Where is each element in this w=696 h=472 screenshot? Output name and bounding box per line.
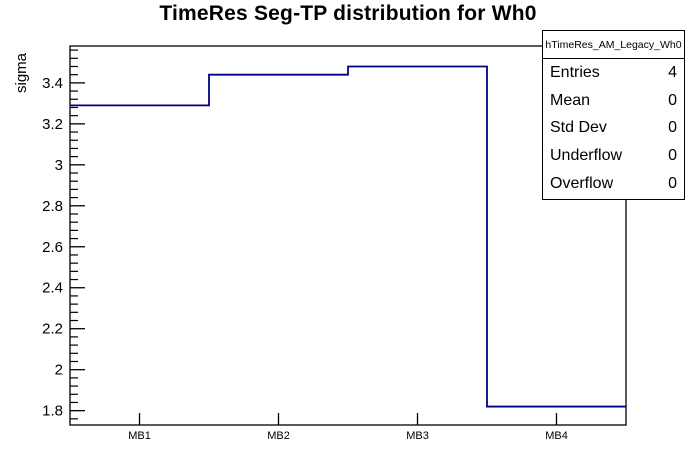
stats-value: 4 <box>668 63 677 81</box>
stats-row-entries: Entries 4 <box>543 59 684 87</box>
x-tick-label: MB3 <box>406 430 429 442</box>
y-tick-label: 2.8 <box>42 198 63 215</box>
stats-row-underflow: Underflow 0 <box>543 142 684 170</box>
chart-title: TimeRes Seg-TP distribution for Wh0 <box>159 2 537 25</box>
stats-row-stddev: Std Dev 0 <box>543 115 684 143</box>
stats-rows: Entries 4 Mean 0 Std Dev 0 Underflow 0 O… <box>543 59 684 198</box>
y-tick-label: 2.4 <box>42 280 63 297</box>
stats-box: hTimeRes_AM_Legacy_Wh0 Entries 4 Mean 0 … <box>542 30 685 200</box>
plot-frame <box>69 45 627 426</box>
stats-value: 0 <box>668 91 677 109</box>
stats-label: Overflow <box>550 175 614 193</box>
y-tick-label: 2.2 <box>42 321 63 338</box>
y-tick-label: 1.8 <box>42 403 63 420</box>
stats-label: Underflow <box>550 147 623 165</box>
x-tick-label: MB1 <box>128 430 151 442</box>
stats-box-title: hTimeRes_AM_Legacy_Wh0 <box>543 31 684 59</box>
stats-value: 0 <box>668 175 677 193</box>
y-tick-label: 3 <box>55 157 63 174</box>
histogram-step-line <box>70 65 626 408</box>
y-tick-label: 3.4 <box>42 75 63 92</box>
y-tick-label: 2 <box>55 362 63 379</box>
stats-label: Entries <box>550 63 600 81</box>
stats-label: Mean <box>550 91 591 109</box>
stats-row-overflow: Overflow 0 <box>543 170 684 198</box>
y-tick-label: 2.6 <box>42 239 63 256</box>
stats-value: 0 <box>668 147 677 165</box>
x-tick-label: MB2 <box>267 430 290 442</box>
stats-value: 0 <box>668 119 677 137</box>
y-tick-label: 3.2 <box>42 116 63 133</box>
stats-row-mean: Mean 0 <box>543 87 684 115</box>
x-tick-label: MB4 <box>545 430 568 442</box>
stats-label: Std Dev <box>550 119 607 137</box>
